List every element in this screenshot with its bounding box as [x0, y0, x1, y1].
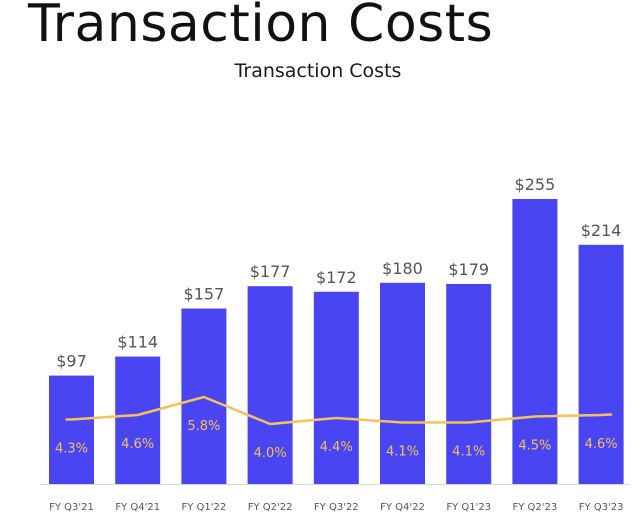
bar-value-label: $114 [117, 333, 158, 352]
bar-value-label: $179 [448, 260, 489, 279]
bar-value-label: $97 [56, 352, 87, 371]
bar [380, 282, 425, 484]
bar [247, 286, 293, 484]
bar-value-label: $180 [382, 259, 423, 278]
percentage-label: 4.1% [452, 445, 485, 460]
percentage-label: 4.5% [518, 439, 551, 454]
x-tick-label: FY Q3'22 [314, 502, 359, 513]
bar [446, 283, 492, 484]
bar-value-label: $172 [316, 268, 357, 287]
bar [578, 244, 624, 484]
bar [313, 291, 359, 484]
percentage-label: 4.6% [585, 437, 618, 452]
percentage-line [65, 395, 613, 426]
x-tick-label: FY Q4'22 [380, 502, 425, 513]
percentage-label: 4.1% [386, 445, 419, 460]
bar-value-label: $177 [250, 262, 291, 281]
percentage-label: 4.6% [121, 437, 154, 452]
percentage-label: 5.8% [187, 419, 220, 434]
page-title: Transaction Costs [28, 0, 494, 54]
x-tick-label: FY Q1'22 [182, 502, 227, 513]
percentage-label: 4.3% [55, 442, 88, 457]
bar-value-label: $214 [581, 221, 622, 240]
bar-value-label: $157 [184, 285, 225, 304]
x-tick-label: FY Q2'22 [248, 502, 293, 513]
bar [512, 199, 558, 484]
x-tick-label: FY Q4'21 [115, 502, 160, 513]
x-tick-label: FY Q3'23 [579, 502, 624, 513]
chart-title-text: Transaction Costs [234, 60, 402, 82]
percentage-label: 4.0% [254, 446, 287, 461]
bar-value-label: $255 [515, 175, 556, 194]
bar [115, 356, 161, 484]
x-tick-label: FY Q2'23 [513, 502, 558, 513]
percentage-label: 4.4% [320, 440, 353, 455]
x-tick-label: FY Q3'21 [49, 502, 94, 513]
bar [49, 375, 94, 484]
chart-title: Transaction Costs [0, 60, 640, 82]
x-tick-label: FY Q1'23 [446, 502, 491, 513]
